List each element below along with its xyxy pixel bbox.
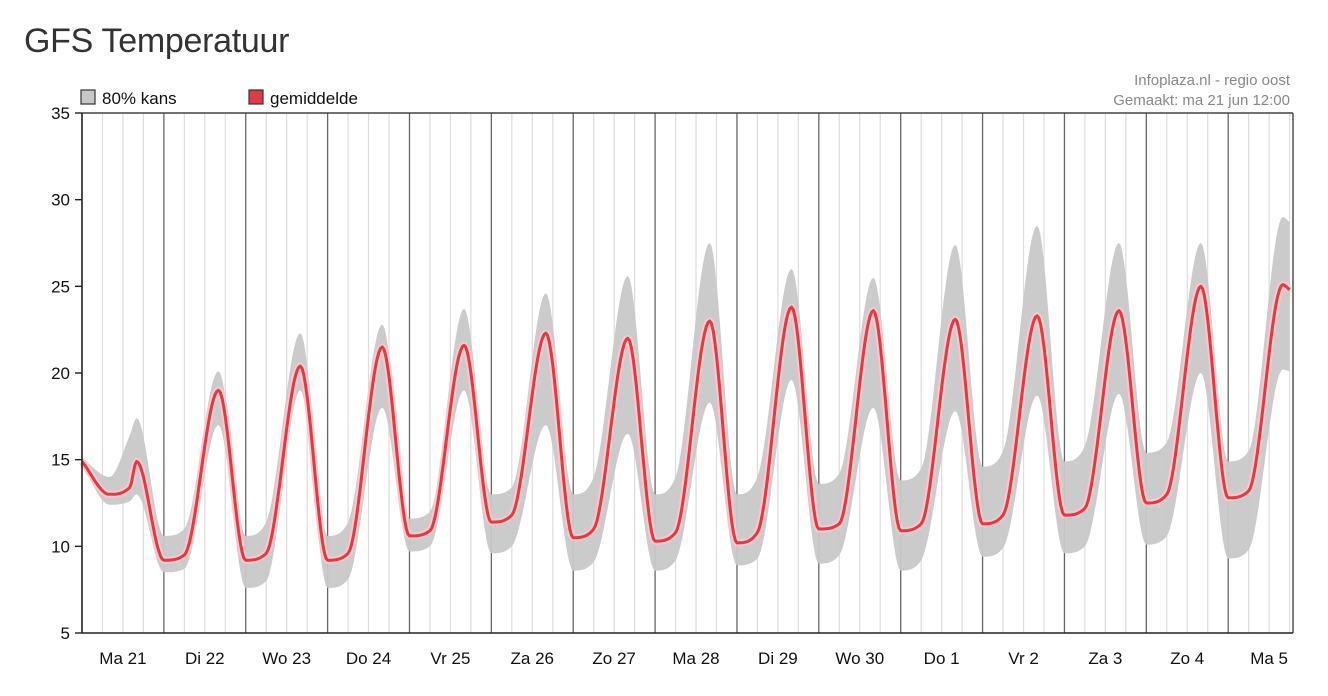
- y-tick-label: 15: [51, 451, 70, 470]
- probability-band: [82, 217, 1290, 588]
- x-day-label: Do 24: [346, 649, 391, 668]
- y-tick-label: 10: [51, 537, 70, 556]
- legend-label-band: 80% kans: [102, 89, 177, 108]
- x-day-label: Di 29: [758, 649, 798, 668]
- x-day-label: Wo 30: [835, 649, 884, 668]
- mean-line: [79, 281, 1292, 564]
- x-axis: Ma 21 Di 22 Wo 23 Do 24 Vr 25 Za 26 Zo 27 Ma 28…: [99, 649, 1288, 668]
- legend: 80% kans gemiddelde: [80, 89, 358, 108]
- page-title: GFS Temperatuur: [24, 22, 290, 60]
- y-tick-label: 35: [51, 104, 70, 123]
- credit-timestamp: Gemaakt: ma 21 jun 12:00: [1113, 92, 1290, 109]
- x-day-label: Vr 25: [430, 649, 470, 668]
- legend-swatch-mean: [248, 89, 264, 105]
- x-day-label: Do 1: [924, 649, 960, 668]
- x-day-label: Vr 2: [1008, 649, 1039, 668]
- x-day-label: Ma 21: [99, 649, 146, 668]
- x-day-label: Di 22: [185, 649, 225, 668]
- mean-line-path: [80, 283, 1291, 562]
- y-tick-label: 30: [51, 191, 70, 210]
- minor-gridlines: [101, 113, 1291, 633]
- credit-source: Infoplaza.nl - regio oost: [1134, 72, 1291, 89]
- x-day-label: Za 3: [1088, 649, 1122, 668]
- y-tick-label: 20: [51, 364, 70, 383]
- legend-label-mean: gemiddelde: [270, 89, 358, 108]
- legend-swatch-band: [80, 89, 96, 105]
- x-day-label: Wo 23: [262, 649, 311, 668]
- band-area: [82, 217, 1290, 588]
- x-day-label: Za 26: [511, 649, 554, 668]
- x-day-label: Ma 28: [672, 649, 719, 668]
- x-day-label: Zo 4: [1170, 649, 1204, 668]
- y-tick-label: 5: [61, 624, 70, 643]
- x-day-label: Ma 5: [1250, 649, 1288, 668]
- y-axis: 5 10 15 20 25 30 35: [51, 104, 82, 643]
- x-day-label: Zo 27: [592, 649, 635, 668]
- y-tick-label: 25: [51, 277, 70, 296]
